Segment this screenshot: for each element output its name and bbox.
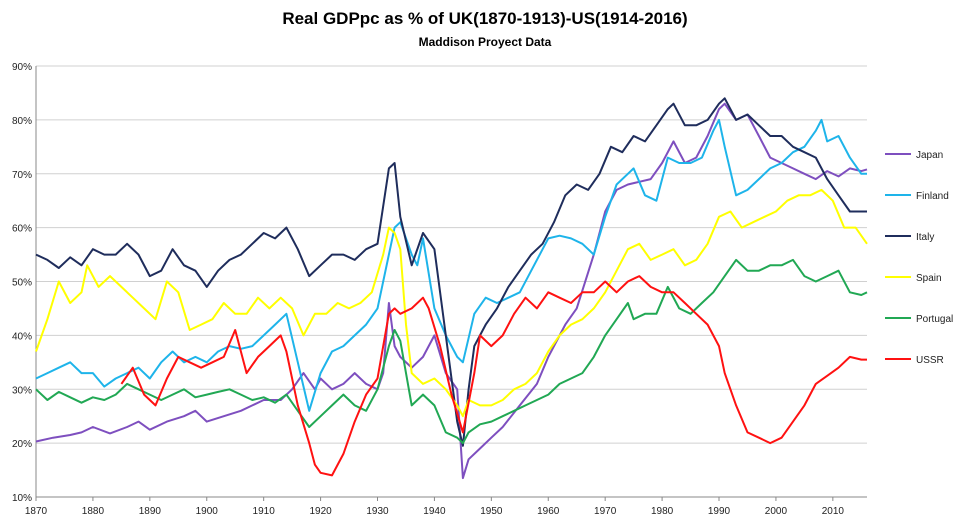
- legend-label-portugal: Portugal: [916, 314, 953, 325]
- chart-subtitle: Maddison Proyect Data: [419, 35, 552, 49]
- chart-title: Real GDPpc as % of UK(1870-1913)-US(1914…: [282, 9, 687, 28]
- axes: 10% 20% 30% 40% 50% 60% 70% 80% 90% 1870 1880 1890 1…: [12, 62, 867, 517]
- y-tick-label: 30%: [12, 385, 32, 396]
- y-tick-label: 90%: [12, 62, 32, 73]
- y-tick-label: 80%: [12, 116, 32, 127]
- x-tick-label: 2010: [822, 506, 845, 517]
- legend-label-italy: Italy: [916, 232, 934, 243]
- x-tick-label: 1930: [366, 506, 389, 517]
- x-tick-label: 1910: [253, 506, 276, 517]
- legend-label-ussr: USSR: [916, 355, 944, 366]
- legend-label-japan: Japan: [916, 150, 943, 161]
- y-tick-label: 40%: [12, 331, 32, 342]
- series-line-italy: [35, 97, 867, 447]
- series-line-portugal: [35, 258, 868, 445]
- x-tick-label: 1920: [309, 506, 332, 517]
- series-line-spain: [35, 188, 868, 418]
- series-lines: [35, 97, 868, 480]
- x-tick-label: 1980: [651, 506, 674, 517]
- y-tick-label: 50%: [12, 278, 32, 289]
- x-tick-label: 1880: [82, 506, 105, 517]
- legend-label-finland: Finland: [916, 191, 949, 202]
- y-tick-label: 60%: [12, 224, 32, 235]
- x-tick-label: 2000: [765, 506, 788, 517]
- x-tick-label: 1970: [594, 506, 617, 517]
- x-tick-label: 1890: [139, 506, 162, 517]
- x-tick-label: 1900: [196, 506, 219, 517]
- x-tick-label: 1940: [423, 506, 446, 517]
- x-tick-label: 1960: [537, 506, 560, 517]
- y-tick-label: 10%: [12, 493, 32, 504]
- y-tick-label: 20%: [12, 439, 32, 450]
- x-tick-label: 1870: [25, 506, 48, 517]
- series-line-ussr: [120, 275, 867, 477]
- grid: [36, 65, 867, 498]
- legend-label-spain: Spain: [916, 273, 942, 284]
- y-tick-label: 70%: [12, 170, 32, 181]
- x-tick-label: 1990: [708, 506, 731, 517]
- legend: Japan Finland Italy Spain Portugal USSR: [885, 150, 953, 366]
- x-tick-label: 1950: [480, 506, 503, 517]
